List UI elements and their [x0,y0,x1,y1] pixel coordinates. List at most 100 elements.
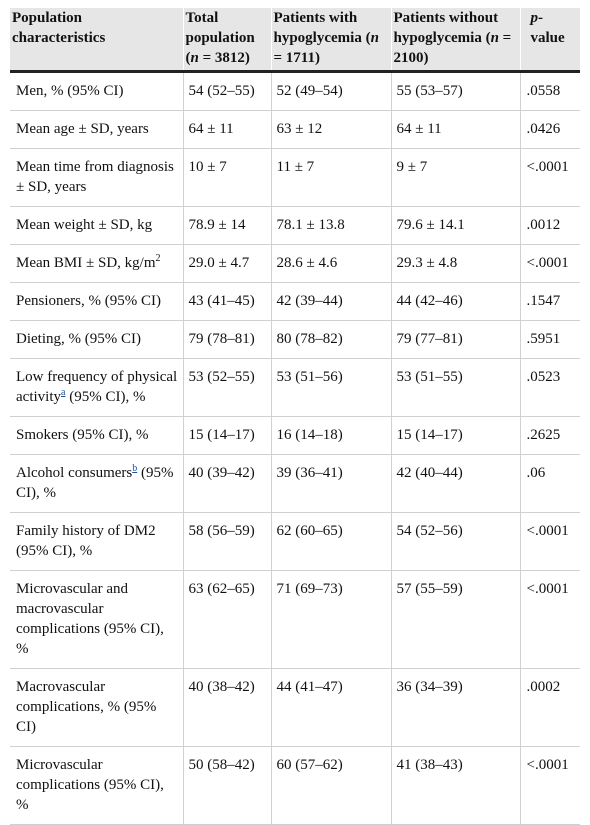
without-hypoglycemia-cell: 42 (40–44) [390,454,520,513]
table-row: Alcohol consumersb (95% CI), % 40 (39–42)… [10,454,580,513]
without-hypoglycemia-cell: 15 (14–17) [390,416,520,455]
characteristic-label: Mean time from diagnosis ± SD, years [16,159,174,195]
header-total: Total population (n = 3812) [182,8,271,73]
without-hypoglycemia-cell: 36 (34–39) [390,668,520,747]
header-p-value: p-value [519,8,580,73]
table-row: Smokers (95% CI), % 15 (14–17) 16 (14–18) 1… [10,416,580,455]
with-hypoglycemia-cell: 62 (60–65) [270,512,391,571]
total-population-cell: 29.0 ± 4.7 [182,244,271,283]
total-population-cell: 40 (38–42) [182,668,271,747]
with-hypoglycemia-cell: 60 (57–62) [270,746,391,825]
without-hypoglycemia-cell: 55 (53–57) [390,71,520,111]
header-characteristics-label: Population characteristics [12,10,106,46]
characteristic-cell: Microvascular complications (95% CI), % [10,746,183,825]
with-hypoglycemia-cell: 78.1 ± 13.8 [270,206,391,245]
header-characteristics: Population characteristics [10,8,183,73]
without-hypoglycemia-cell: 79 (77–81) [390,320,520,359]
unit-superscript: 2 [155,253,161,264]
table-row: Dieting, % (95% CI) 79 (78–81) 80 (78–82) 7… [10,320,580,359]
total-population-cell: 10 ± 7 [182,148,271,207]
characteristic-label: Microvascular and macrovascular complica… [16,581,164,657]
characteristic-cell: Macrovascular complications, % (95% CI) [10,668,183,747]
p-value-cell: <.0001 [519,570,580,669]
header-with-hypoglycemia: Patients with hypoglycemia (n = 1711) [270,8,391,73]
table-row: Macrovascular complications, % (95% CI) 4… [10,668,580,747]
table-row: Low frequency of physical activitya (95%… [10,358,580,417]
characteristic-label: Smokers (95% CI), % [16,427,149,443]
with-hypoglycemia-cell: 16 (14–18) [270,416,391,455]
characteristic-cell: Family history of DM2 (95% CI), % [10,512,183,571]
footnote-link[interactable]: a [61,387,66,398]
characteristic-label: Men, % (95% CI) [16,83,124,99]
p-value-cell: .0012 [519,206,580,245]
footnote-link[interactable]: b [132,463,138,474]
total-population-cell: 15 (14–17) [182,416,271,455]
without-hypoglycemia-cell: 29.3 ± 4.8 [390,244,520,283]
with-hypoglycemia-cell: 52 (49–54) [270,71,391,111]
p-value-cell: .0002 [519,668,580,747]
with-hypoglycemia-cell: 44 (41–47) [270,668,391,747]
p-value-cell: .0558 [519,71,580,111]
without-hypoglycemia-cell: 64 ± 11 [390,110,520,149]
with-hypoglycemia-cell: 53 (51–56) [270,358,391,417]
table-header: Population characteristics Total populat… [10,8,580,73]
table-row: Men, % (95% CI) 54 (52–55) 52 (49–54) 55 (5… [10,71,580,111]
with-hypoglycemia-cell: 42 (39–44) [270,282,391,321]
p-value-cell: .1547 [519,282,580,321]
characteristic-label: Pensioners, % (95% CI) [16,293,161,309]
with-hypoglycemia-cell: 63 ± 12 [270,110,391,149]
table-row: Mean weight ± SD, kg 78.9 ± 14 78.1 ± 13.8… [10,206,580,245]
header-without-count: = 2100) [393,30,512,66]
p-value-cell: .0426 [519,110,580,149]
characteristic-label: Mean age ± SD, years [16,121,149,137]
characteristic-cell: Mean BMI ± SD, kg/m2 [10,244,183,283]
p-value-cell: <.0001 [519,746,580,825]
with-hypoglycemia-cell: 11 ± 7 [270,148,391,207]
characteristic-label: Mean weight ± SD, kg [16,217,153,233]
p-value-cell: .5951 [519,320,580,359]
header-with-n: n [370,30,379,46]
p-value-cell: .0523 [519,358,580,417]
characteristic-cell: Mean weight ± SD, kg [10,206,183,245]
total-population-cell: 43 (41–45) [182,282,271,321]
header-total-text: Total population ( [185,10,255,66]
without-hypoglycemia-cell: 79.6 ± 14.1 [390,206,520,245]
total-population-cell: 54 (52–55) [182,71,271,111]
characteristic-label-suffix: (95% CI), % [16,465,174,501]
header-without-hypoglycemia: Patients without hypoglycemia (n = 2100) [390,8,520,73]
table-row: Pensioners, % (95% CI) 43 (41–45) 42 (39–4… [10,282,580,321]
p-value-cell: <.0001 [519,148,580,207]
p-value-cell: .2625 [519,416,580,455]
without-hypoglycemia-cell: 54 (52–56) [390,512,520,571]
header-without-text: Patients without hypoglycemia ( [393,10,499,46]
characteristic-label: Microvascular complications (95% CI), % [16,757,164,813]
p-value-cell: .06 [519,454,580,513]
p-value-cell: <.0001 [519,512,580,571]
characteristic-cell: Men, % (95% CI) [10,71,183,111]
total-population-cell: 53 (52–55) [182,358,271,417]
header-with-text: Patients with hypoglycemia ( [273,10,371,46]
without-hypoglycemia-cell: 41 (38–43) [390,746,520,825]
characteristic-label: Macrovascular complications, % (95% CI) [16,679,157,735]
header-total-n: n [190,50,199,66]
header-p-symbol: p [530,10,539,26]
characteristic-label: Mean BMI ± SD, kg/m [16,255,156,271]
header-total-count: = 3812) [198,50,250,66]
total-population-cell: 78.9 ± 14 [182,206,271,245]
table-row: Mean age ± SD, years 64 ± 11 63 ± 12 64 ± 1… [10,110,580,149]
characteristic-cell: Mean age ± SD, years [10,110,183,149]
characteristic-cell: Dieting, % (95% CI) [10,320,183,359]
with-hypoglycemia-cell: 71 (69–73) [270,570,391,669]
total-population-cell: 58 (56–59) [182,512,271,571]
without-hypoglycemia-cell: 9 ± 7 [390,148,520,207]
header-row: Population characteristics Total populat… [10,8,580,73]
table-row: Mean time from diagnosis ± SD, years 10 ±… [10,148,580,207]
with-hypoglycemia-cell: 28.6 ± 4.6 [270,244,391,283]
characteristic-label: Dieting, % (95% CI) [16,331,141,347]
total-population-cell: 40 (39–42) [182,454,271,513]
without-hypoglycemia-cell: 44 (42–46) [390,282,520,321]
population-characteristics-table: Population characteristics Total populat… [10,8,580,825]
p-value-cell: <.0001 [519,244,580,283]
with-hypoglycemia-cell: 80 (78–82) [270,320,391,359]
with-hypoglycemia-cell: 39 (36–41) [270,454,391,513]
